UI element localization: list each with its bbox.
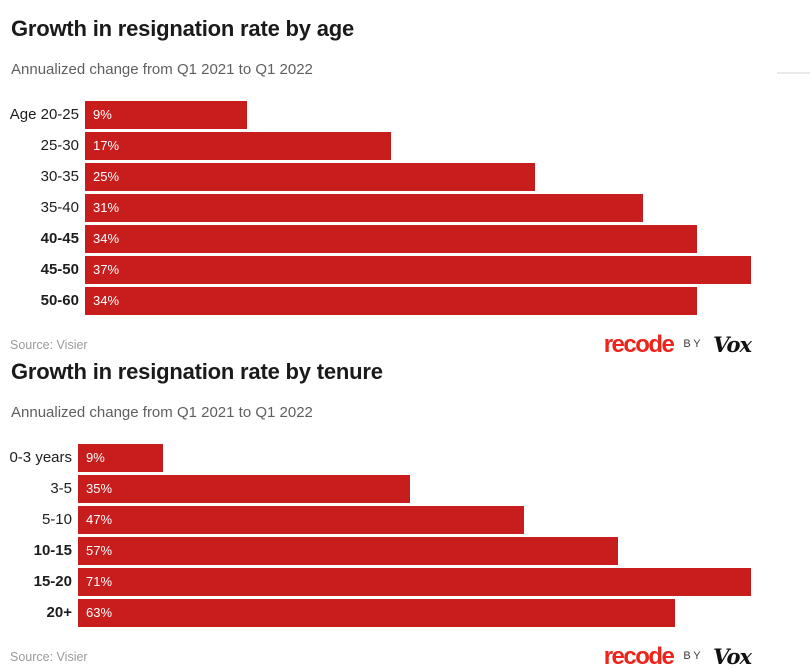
bar-track: 37% <box>85 255 751 284</box>
bar[interactable]: 25% <box>85 162 535 191</box>
bar[interactable]: 17% <box>85 131 391 160</box>
value-label: 71% <box>86 574 113 590</box>
source-note: Source: Visier <box>10 649 88 664</box>
bar[interactable]: 47% <box>78 505 524 534</box>
bar-row: 40-45 34% <box>10 224 751 253</box>
bar-track: 35% <box>78 474 751 503</box>
bar[interactable]: 34% <box>85 286 697 315</box>
category-label: 25-30 <box>40 137 79 155</box>
bar[interactable]: 9% <box>78 443 164 472</box>
value-label: 63% <box>86 605 113 621</box>
bar-row: 45-50 37% <box>10 255 751 284</box>
value-label: 37% <box>93 262 120 278</box>
value-label: 34% <box>93 231 120 247</box>
value-label: 57% <box>86 543 113 559</box>
chart-footer: Source: Visier recode BY Vox <box>10 642 752 670</box>
bar-track: 9% <box>85 100 751 129</box>
bar-track: 47% <box>78 505 751 534</box>
bar-track: 25% <box>85 162 751 191</box>
vox-logo: Vox <box>713 644 752 670</box>
bar[interactable]: 57% <box>78 536 619 565</box>
chart-subtitle: Annualized change from Q1 2021 to Q1 202… <box>11 404 313 422</box>
bar-row: 30-35 25% <box>10 162 751 191</box>
chart-footer: Source: Visier recode BY Vox <box>10 330 752 358</box>
category-label: 30-35 <box>40 168 79 186</box>
bar[interactable]: 31% <box>85 193 643 222</box>
bar[interactable]: 63% <box>78 598 676 627</box>
bar-track: 57% <box>78 536 751 565</box>
value-label: 34% <box>93 293 120 309</box>
value-label: 25% <box>93 169 120 185</box>
category-label: 5-10 <box>41 511 72 529</box>
bar-track: 63% <box>78 598 751 627</box>
bar-row: 50-60 34% <box>10 286 751 315</box>
category-label: 10-15 <box>33 542 72 560</box>
bar-track: 9% <box>78 443 751 472</box>
bar-row: 3-5 35% <box>10 474 751 503</box>
bar[interactable]: 37% <box>85 255 751 284</box>
chart-title: Growth in resignation rate by age <box>11 16 355 41</box>
value-label: 35% <box>86 481 113 497</box>
bar-rows: 0-3 years 9% 3-5 35% 5-10 47% 10-15 57% 15-20 71%… <box>9 443 751 627</box>
bar-row: 20+ 63% <box>10 598 751 627</box>
category-label: 3-5 <box>50 480 72 498</box>
bar[interactable]: 35% <box>78 474 410 503</box>
value-label: 9% <box>86 450 105 466</box>
category-label: 0-3 years <box>9 449 72 467</box>
chart-subtitle: Annualized change from Q1 2021 to Q1 202… <box>11 61 313 79</box>
by-label: BY <box>683 650 704 663</box>
recode-logo: recode <box>603 330 675 358</box>
bar-row: Age 20-25 9% <box>9 100 751 129</box>
bar-track: 71% <box>78 567 751 596</box>
value-label: 47% <box>86 512 113 528</box>
bar-track: 17% <box>85 131 751 160</box>
vox-logo: Vox <box>713 332 752 358</box>
category-label: 35-40 <box>40 199 79 217</box>
source-note: Source: Visier <box>10 337 88 352</box>
bar-row: 35-40 31% <box>10 193 751 222</box>
bar-row: 5-10 47% <box>10 505 751 534</box>
value-label: 31% <box>93 200 120 216</box>
bar[interactable]: 71% <box>78 567 751 596</box>
chart-title: Growth in resignation rate by tenure <box>11 358 383 384</box>
value-label: 9% <box>93 107 112 123</box>
category-label: 20+ <box>46 604 72 622</box>
bar-track: 34% <box>85 286 751 315</box>
by-label: BY <box>683 338 704 351</box>
category-label: 40-45 <box>40 230 79 248</box>
recode-by-vox-logo: recode BY Vox <box>603 642 752 670</box>
top-right-divider <box>777 72 810 74</box>
chart-tenure-section: Growth in resignation rate by tenure Ann… <box>9 358 752 670</box>
value-label: 17% <box>93 138 120 154</box>
category-label: 45-50 <box>40 261 79 279</box>
bar-row: 0-3 years 9% <box>9 443 751 472</box>
recode-logo: recode <box>603 642 675 670</box>
bar-track: 34% <box>85 224 751 253</box>
category-label: 50-60 <box>40 292 79 310</box>
category-label: Age 20-25 <box>9 106 79 124</box>
bar[interactable]: 9% <box>85 100 247 129</box>
bar-row: 25-30 17% <box>10 131 751 160</box>
category-label: 15-20 <box>33 573 72 591</box>
bar-row: 15-20 71% <box>10 567 751 596</box>
chart-age-section: Growth in resignation rate by age Annual… <box>9 16 752 358</box>
bar[interactable]: 34% <box>85 224 697 253</box>
recode-by-vox-logo: recode BY Vox <box>603 330 752 358</box>
bar-track: 31% <box>85 193 751 222</box>
bar-rows: Age 20-25 9% 25-30 17% 30-35 25% 35-40 31% 40-45… <box>9 100 751 315</box>
bar-row: 10-15 57% <box>10 536 751 565</box>
